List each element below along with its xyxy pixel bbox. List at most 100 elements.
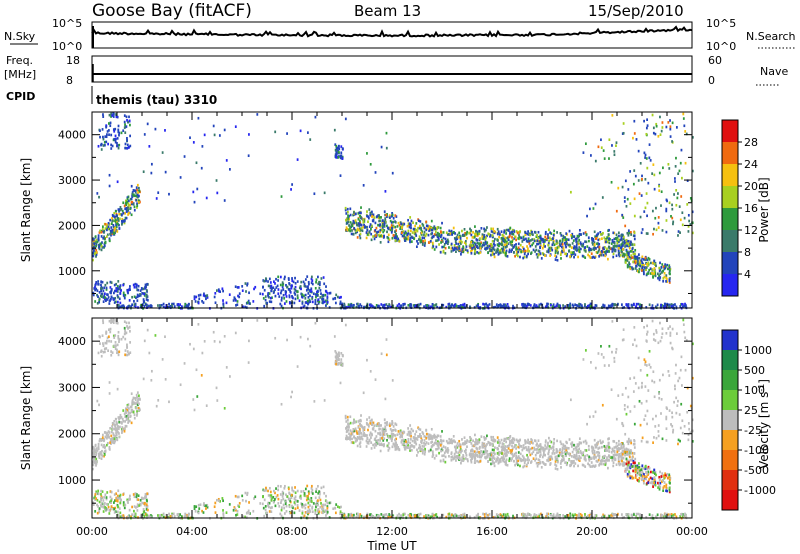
velocity-cell [666, 489, 668, 493]
power-cell [411, 236, 414, 239]
velocity-cell [110, 434, 113, 438]
velocity-cell [502, 459, 505, 463]
power-cell [485, 302, 488, 306]
power-cell [515, 253, 518, 256]
power-cell [485, 236, 487, 239]
velocity-cell [486, 454, 489, 458]
power-cell [651, 261, 654, 265]
velocity-cell [389, 427, 392, 431]
power-cell [453, 230, 455, 234]
power-cell [522, 235, 525, 239]
velocity-cell [459, 450, 462, 454]
velocity-cell [525, 448, 528, 452]
velocity-cell [598, 446, 601, 450]
velocity-cell [554, 467, 557, 470]
velocity-cell [662, 486, 665, 490]
velocity-cell [389, 434, 391, 438]
power-cell [598, 237, 601, 241]
power-cell [123, 296, 126, 300]
power-cell [533, 239, 536, 243]
velocity-cell [504, 447, 507, 451]
velocity-cell [544, 463, 546, 466]
power-cell [474, 249, 476, 253]
power-cell [453, 246, 456, 250]
power-cell [237, 286, 240, 289]
power-cell [684, 304, 687, 308]
velocity-cell [413, 436, 416, 439]
velocity-cell [631, 458, 634, 462]
velocity-cell [372, 443, 375, 447]
power-cell [538, 303, 541, 307]
power-cell [669, 272, 671, 276]
power-cell [598, 245, 601, 249]
power-cell [462, 249, 465, 252]
power-cell [116, 285, 119, 288]
power-cell [592, 255, 595, 259]
power-cell [358, 227, 361, 230]
power-cell [212, 124, 215, 128]
velocity-cell [502, 458, 504, 461]
velocity-cell [503, 452, 506, 455]
power-cell [661, 126, 664, 129]
velocity-cell [440, 447, 443, 450]
velocity-cell [409, 432, 412, 435]
velocity-cell [418, 446, 420, 450]
power-cell [98, 231, 101, 234]
power-cell [127, 199, 130, 203]
velocity-cell [565, 450, 568, 454]
power-cell [664, 263, 667, 266]
power-cell [641, 177, 643, 181]
power-cell [446, 238, 449, 242]
velocity-cell [435, 448, 437, 451]
velocity-cell [470, 460, 473, 464]
power-cell [97, 283, 100, 286]
power-cell [347, 303, 350, 306]
power-cell [555, 239, 558, 243]
power-cell [667, 121, 670, 124]
power-cell [262, 297, 265, 300]
power-cell [679, 231, 681, 234]
power-cell [112, 115, 115, 118]
power-cell [291, 183, 294, 186]
power-cell [457, 304, 460, 308]
velocity-cell [544, 447, 546, 451]
power-cell [466, 250, 469, 254]
power-cell [626, 197, 629, 201]
power-cell [621, 250, 623, 254]
velocity-cell [389, 437, 392, 440]
power-cell [678, 169, 681, 173]
velocity-cell [663, 474, 666, 477]
colorbar-swatch [722, 208, 738, 231]
power-cell [554, 258, 557, 261]
power-cell [630, 233, 633, 236]
power-cell [664, 265, 667, 268]
power-cell [124, 123, 126, 126]
velocity-cell [641, 473, 644, 476]
velocity-cell [471, 453, 474, 456]
power-cell [274, 282, 276, 285]
power-cell [308, 298, 311, 302]
power-cell [458, 244, 461, 248]
power-cell [267, 294, 270, 298]
power-cell [394, 230, 396, 233]
velocity-cell [621, 459, 623, 463]
power-cell [594, 202, 597, 206]
power-cell [101, 128, 104, 131]
power-cell [390, 224, 393, 227]
velocity-cell [515, 438, 518, 442]
velocity-cell [351, 432, 354, 436]
power-cell [218, 134, 221, 137]
power-cell [328, 291, 331, 295]
power-cell [507, 229, 510, 232]
power-cell [281, 284, 284, 287]
power-cell [412, 221, 414, 224]
power-cell [461, 305, 464, 309]
power-cell [192, 190, 195, 194]
power-cell [125, 125, 128, 128]
power-cell [527, 252, 530, 256]
power-cell [135, 198, 138, 202]
power-cell [664, 305, 667, 308]
power-cell [474, 248, 477, 251]
power-cell [578, 232, 581, 236]
power-cell [381, 235, 384, 238]
